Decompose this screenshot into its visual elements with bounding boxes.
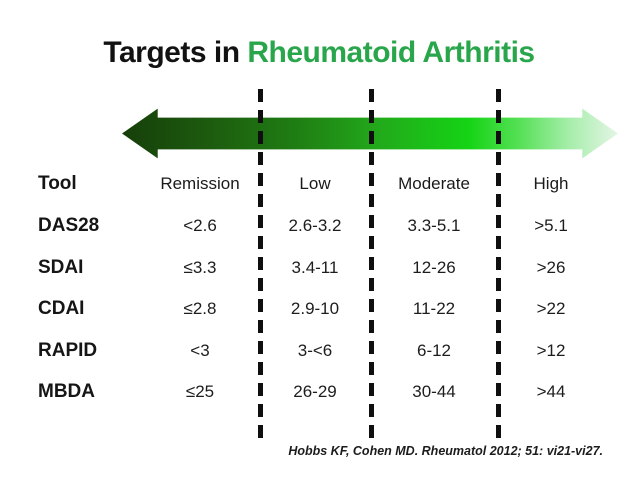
title-highlight: Rheumatoid Arthritis bbox=[247, 36, 535, 69]
cell-low: 3.4-11 bbox=[291, 258, 339, 277]
dashed-divider-remission-low bbox=[258, 89, 263, 443]
cell-high: >44 bbox=[536, 382, 566, 401]
citation: Hobbs KF, Cohen MD. Rheumatol 2012; 51: … bbox=[288, 444, 603, 458]
row-label: SDAI bbox=[38, 257, 84, 278]
title-prefix: Targets in bbox=[103, 36, 248, 69]
row-label: RAPID bbox=[38, 340, 98, 361]
header-high: High bbox=[533, 174, 569, 193]
row-label: CDAI bbox=[38, 298, 85, 319]
cell-high: >12 bbox=[536, 341, 566, 360]
cell-moderate: 12-26 bbox=[412, 258, 456, 277]
table-header-row: Tool Remission Low Moderate High bbox=[0, 172, 638, 198]
dashed-divider-moderate-high bbox=[496, 89, 501, 443]
cell-low: 2.9-10 bbox=[290, 299, 340, 318]
cell-high: >26 bbox=[536, 258, 566, 277]
page-title: Targets in Rheumatoid Arthritis bbox=[0, 36, 638, 70]
header-moderate: Moderate bbox=[398, 174, 470, 193]
cell-remission: ≤3.3 bbox=[183, 258, 217, 277]
header-low: Low bbox=[299, 174, 331, 193]
table-row: CDAI ≤2.8 2.9-10 11-22 >22 bbox=[0, 297, 638, 323]
row-label: MBDA bbox=[38, 381, 95, 402]
cell-moderate: 6-12 bbox=[416, 341, 452, 360]
cell-low: 26-29 bbox=[293, 382, 337, 401]
cell-remission: <3 bbox=[190, 341, 210, 360]
cell-remission: <2.6 bbox=[183, 216, 217, 235]
table-row: MBDA ≤25 26-29 30-44 >44 bbox=[0, 380, 638, 406]
header-tool: Tool bbox=[38, 173, 77, 194]
cell-moderate: 11-22 bbox=[412, 299, 456, 318]
cell-moderate: 30-44 bbox=[412, 382, 456, 401]
cell-low: 2.6-3.2 bbox=[288, 216, 342, 235]
table-row: DAS28 <2.6 2.6-3.2 3.3-5.1 >5.1 bbox=[0, 214, 638, 240]
cell-remission: ≤25 bbox=[185, 382, 215, 401]
dashed-divider-low-moderate bbox=[369, 89, 374, 443]
cell-low: 3-<6 bbox=[297, 341, 333, 360]
cell-moderate: 3.3-5.1 bbox=[407, 216, 461, 235]
table-row: RAPID <3 3-<6 6-12 >12 bbox=[0, 339, 638, 365]
cell-remission: ≤2.8 bbox=[183, 299, 217, 318]
table-row: SDAI ≤3.3 3.4-11 12-26 >26 bbox=[0, 256, 638, 282]
cell-high: >5.1 bbox=[534, 216, 568, 235]
header-remission: Remission bbox=[160, 174, 240, 193]
cell-high: >22 bbox=[536, 299, 566, 318]
row-label: DAS28 bbox=[38, 215, 100, 236]
